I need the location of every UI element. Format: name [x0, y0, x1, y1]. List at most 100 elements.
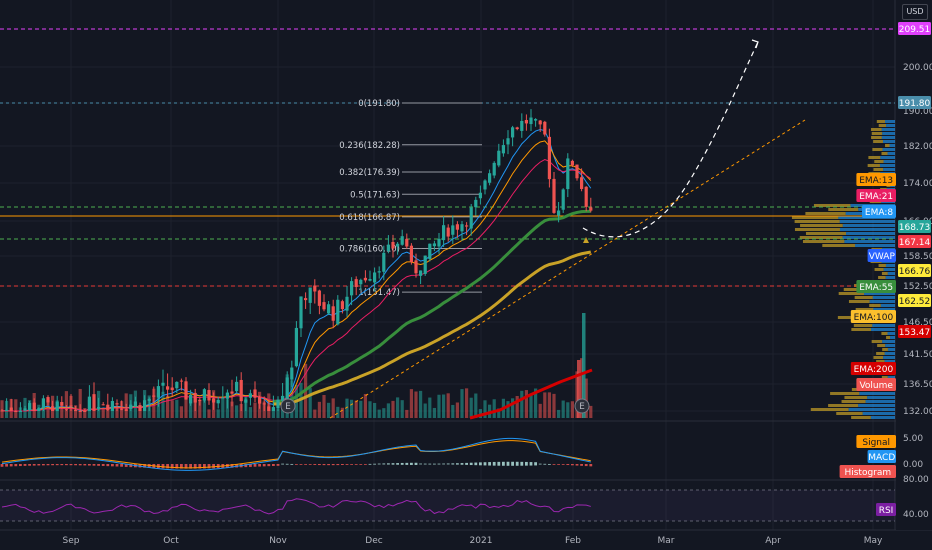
candle-body	[552, 178, 556, 213]
time-scale-label: Oct	[163, 536, 179, 546]
candle-body	[566, 158, 570, 190]
candle-body	[267, 406, 271, 411]
candle-body	[133, 401, 137, 407]
macd-histogram-bar	[28, 464, 31, 466]
macd-histogram-bar	[474, 462, 478, 466]
candle-body	[327, 304, 331, 314]
price-tag: 167.14	[899, 238, 931, 248]
macd-histogram-bar	[124, 464, 128, 467]
fib-level-label: 0.5(171.63)	[350, 190, 400, 200]
volume-profile-bar	[887, 152, 895, 155]
macd-histogram-bar	[230, 464, 234, 468]
candle-body	[377, 271, 381, 273]
volume-bar	[189, 395, 193, 418]
candle-body	[41, 398, 45, 409]
macd-histogram-bar	[400, 462, 404, 465]
volume-profile-bar	[887, 272, 895, 275]
volume-profile-bar	[881, 332, 888, 335]
volume-profile-bar	[842, 236, 895, 239]
candle-body	[9, 407, 13, 411]
candle-body	[271, 407, 275, 411]
price-tag: 153.47	[899, 328, 931, 338]
price-scale-tick: 141.50	[903, 350, 932, 360]
fib-level-label: 0.786(160.10)	[339, 245, 400, 255]
candle-body	[460, 224, 464, 232]
candle-body	[216, 399, 220, 404]
volume-profile-bar	[871, 132, 883, 135]
fibonacci-retracement[interactable]: 0(191.80) 0.236(182.28) 0.382(176.39) 0.5(1…	[339, 99, 482, 298]
candle-body	[78, 411, 82, 412]
price-tag-bg	[898, 264, 931, 277]
macd-tag-bg	[856, 435, 896, 448]
rsi-pane	[0, 489, 895, 522]
macd-histogram-bar	[584, 464, 588, 467]
macd-scale-tick: 5.00	[903, 434, 923, 444]
macd-tag-bg	[839, 465, 896, 478]
volume-bar	[577, 360, 581, 418]
volume-profile-bar	[870, 328, 895, 331]
volume-profile-bar	[828, 208, 859, 211]
time-scale-label: Feb	[565, 536, 581, 546]
macd-histogram-bar	[23, 464, 27, 466]
candle-body	[253, 389, 257, 398]
macd-histogram-bar	[469, 462, 473, 466]
volume-bar	[179, 406, 183, 418]
macd-histogram-bar	[115, 464, 119, 467]
candle-body	[492, 162, 496, 176]
price-tag: 166.76	[899, 267, 931, 277]
volume-profile-bar	[883, 160, 895, 163]
volume-profile-bar	[881, 272, 888, 275]
candle-body	[14, 411, 18, 412]
volume-bar	[506, 401, 510, 418]
candle-body	[262, 403, 266, 405]
macd-histogram-bar	[180, 464, 183, 469]
macd-histogram-bar	[423, 463, 427, 465]
macd-histogram-bar	[359, 464, 363, 465]
macd-histogram-bar	[290, 463, 294, 465]
trendlines[interactable]	[329, 39, 806, 419]
macd-histogram-bar	[437, 463, 441, 465]
macd-histogram-bar	[506, 461, 510, 466]
macd-histogram-bar	[548, 463, 551, 465]
macd-histogram-bar	[5, 464, 8, 467]
macd-histogram-bar	[161, 464, 165, 469]
candle-body	[152, 395, 156, 397]
volume-bar	[460, 389, 464, 418]
volume-bar	[340, 407, 344, 418]
volume-bar	[322, 395, 326, 418]
macd-histogram-bar	[313, 464, 317, 465]
volume-bar	[396, 397, 400, 418]
volume-bar	[18, 407, 22, 418]
candle-body	[18, 411, 22, 412]
horizontal-levels[interactable]	[0, 28, 895, 287]
candle-body	[538, 120, 542, 125]
volume-profile-bar	[876, 352, 885, 355]
price-tag-bg	[898, 96, 931, 109]
volume-bar	[184, 388, 188, 418]
macd-histogram-bar	[515, 461, 519, 466]
volume-bar	[582, 313, 586, 418]
volume-bar	[580, 358, 584, 418]
candle-body	[161, 382, 165, 386]
macd-histogram-bar	[92, 464, 96, 466]
volume-profile-bar	[794, 220, 840, 223]
candle-body	[423, 255, 427, 274]
macd-histogram-bar	[318, 464, 321, 466]
volume-profile-bar	[867, 396, 895, 399]
candle-body	[511, 127, 515, 138]
candle-body	[501, 145, 505, 154]
currency-label[interactable]: USD	[902, 4, 928, 20]
macd-histogram-bar	[414, 462, 418, 465]
volume-bar	[515, 395, 519, 418]
candle-body	[382, 252, 386, 272]
macd-histogram-bar	[336, 464, 340, 466]
candle-body	[547, 136, 551, 180]
volume-profile-bar	[879, 164, 895, 167]
macd-histogram-bar	[520, 461, 524, 466]
time-scale[interactable]: Sep Oct Nov Dec 2021 Feb Mar Apr May	[63, 536, 883, 546]
macd-histogram-bar	[299, 464, 303, 465]
volume-bar	[354, 400, 358, 418]
macd-histogram-bar	[198, 464, 202, 469]
